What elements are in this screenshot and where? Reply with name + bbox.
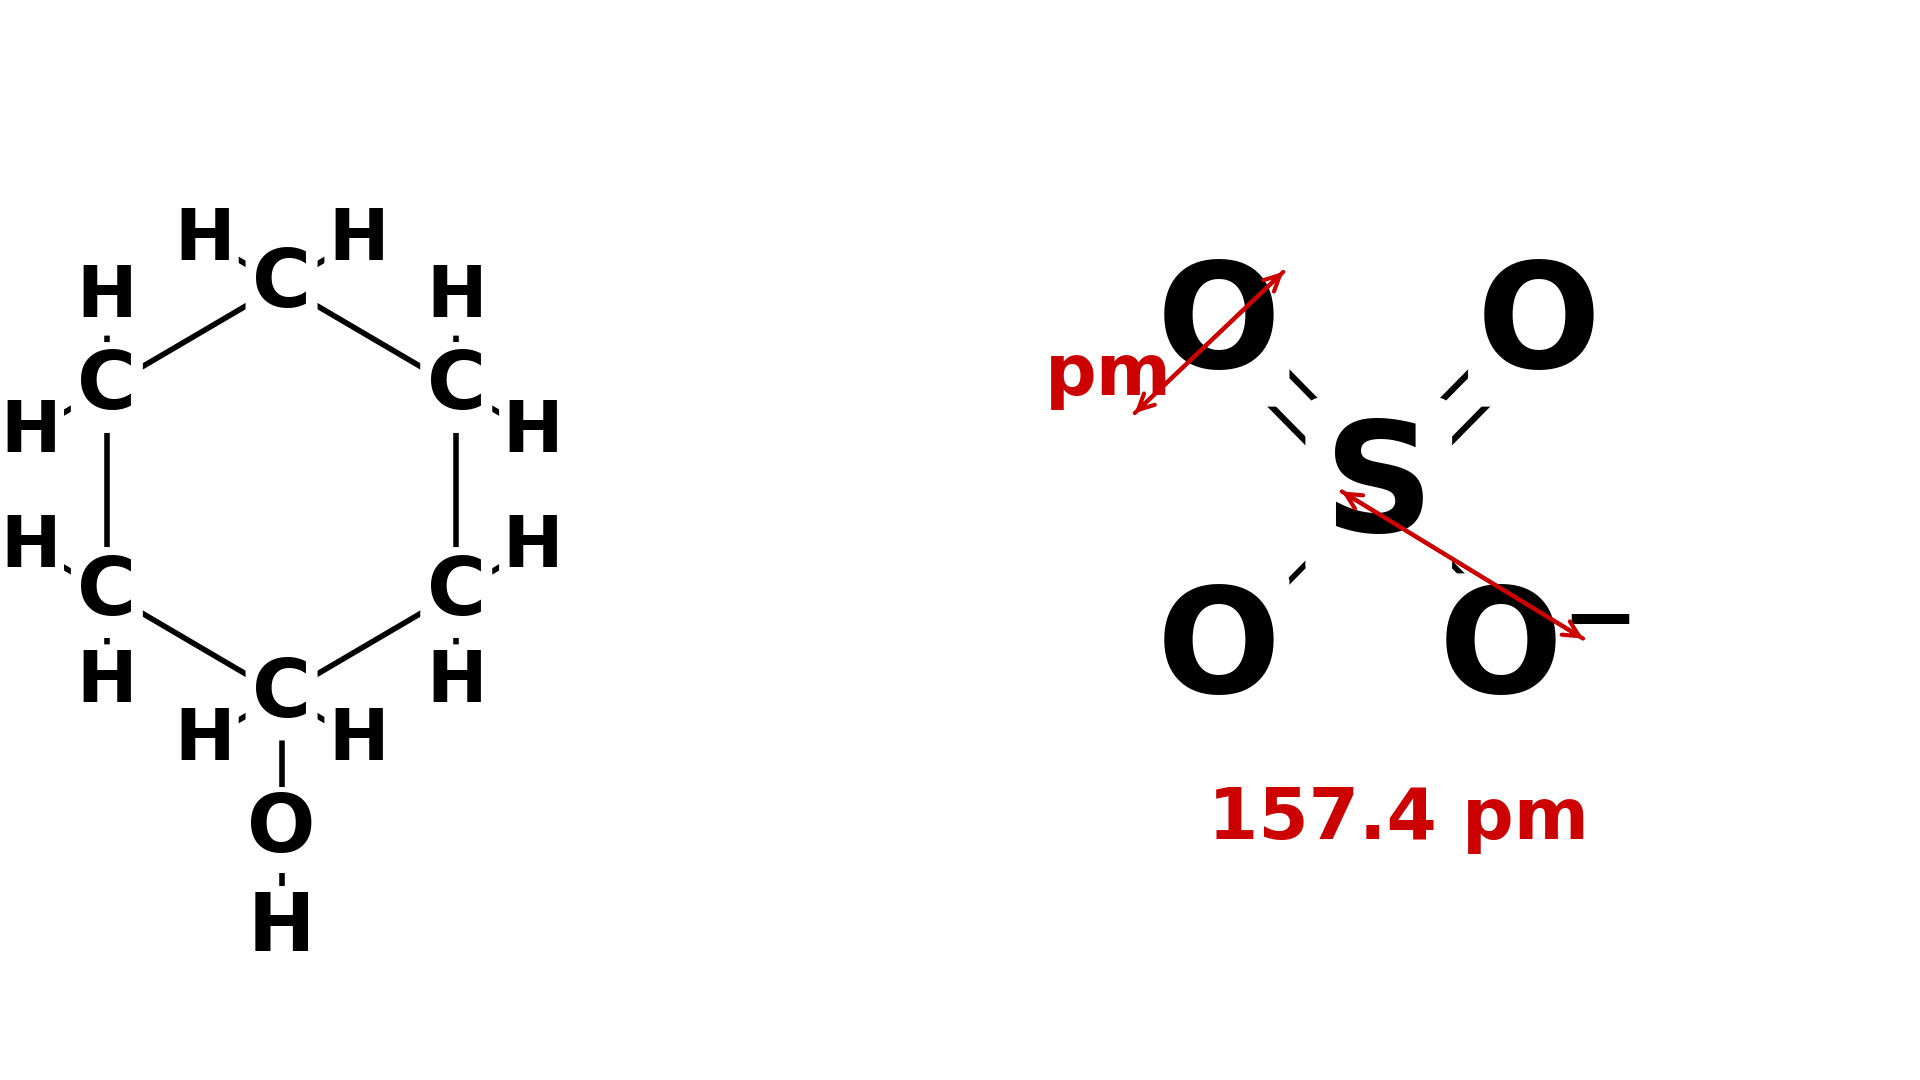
- Text: H: H: [0, 513, 60, 582]
- Text: H: H: [328, 705, 388, 774]
- Text: pm: pm: [1044, 340, 1171, 409]
- Text: O: O: [1156, 257, 1281, 397]
- Text: H: H: [77, 264, 136, 332]
- Text: H: H: [426, 264, 486, 332]
- Text: H: H: [248, 890, 315, 968]
- Text: H: H: [328, 205, 388, 274]
- Text: C: C: [252, 246, 311, 324]
- Text: H: H: [175, 205, 234, 274]
- Text: O: O: [248, 791, 315, 869]
- Text: C: C: [426, 349, 486, 427]
- Text: O⁻: O⁻: [1438, 582, 1640, 724]
- Text: S: S: [1323, 416, 1434, 565]
- Text: C: C: [77, 349, 136, 427]
- Text: H: H: [503, 399, 563, 467]
- Text: 157.4 pm: 157.4 pm: [1208, 785, 1590, 854]
- Text: O: O: [1156, 582, 1281, 724]
- Text: H: H: [77, 648, 136, 717]
- Text: H: H: [175, 705, 234, 774]
- Text: C: C: [77, 553, 136, 632]
- Text: O: O: [1476, 257, 1601, 397]
- Text: C: C: [252, 656, 311, 734]
- Text: H: H: [0, 399, 60, 467]
- Text: H: H: [426, 648, 486, 717]
- Text: C: C: [426, 554, 486, 632]
- Text: H: H: [503, 513, 563, 582]
